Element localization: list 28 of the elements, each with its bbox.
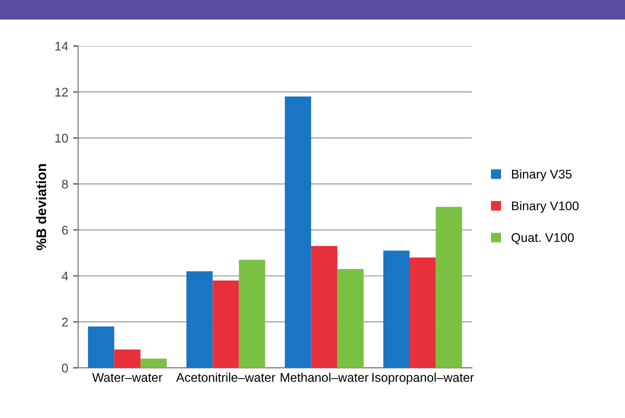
y-tick-label: 8: [62, 180, 68, 189]
x-tick-label: Methanol–water: [280, 372, 368, 382]
bar: [383, 250, 410, 368]
y-tick-label: 6: [62, 226, 68, 235]
y-axis-title: %B deviation: [36, 164, 46, 250]
legend-label: Quat. V100: [512, 233, 574, 244]
bar: [337, 268, 364, 368]
bar: [88, 326, 114, 368]
bar: [212, 280, 239, 368]
y-tick-label: 14: [55, 42, 68, 51]
x-tick-label: Water–water: [92, 373, 162, 382]
x-tick-label: Isopropanol–water: [372, 372, 474, 384]
legend-label: Binary V35: [512, 169, 572, 182]
bar: [410, 257, 436, 368]
bar: [284, 96, 312, 368]
y-tick-label: 2: [62, 318, 68, 326]
bar: [114, 349, 140, 368]
bar: [186, 271, 213, 368]
bar: [140, 358, 167, 368]
bar: [436, 206, 462, 368]
bar: [311, 246, 338, 368]
y-tick-label: 10: [55, 134, 68, 143]
y-tick-label: 4: [62, 272, 68, 280]
x-tick-label: Acetonitrile–water: [176, 372, 276, 382]
bar: [238, 260, 266, 368]
legend-label: Binary V100: [512, 201, 579, 213]
y-tick-label: 0: [62, 364, 68, 372]
y-tick-label: 12: [55, 88, 68, 96]
